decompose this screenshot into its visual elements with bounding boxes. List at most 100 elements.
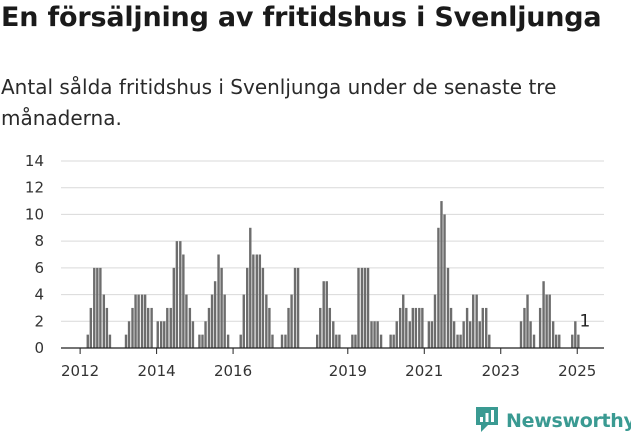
bar (414, 307, 418, 348)
bar (108, 334, 112, 348)
bar (182, 254, 185, 348)
y-tick-label: 0 (34, 339, 44, 357)
x-tick-labels: 2012 2014 2016 2019 2021 2023 2025 (61, 348, 596, 380)
gridlines (61, 160, 604, 322)
bar (258, 254, 262, 348)
bar (185, 294, 188, 348)
x-tick-label: 2023 (482, 362, 520, 380)
bar (268, 307, 271, 348)
bar (255, 254, 258, 348)
bar (99, 267, 102, 348)
bar (555, 334, 558, 348)
bar (408, 321, 411, 348)
bar (284, 334, 287, 348)
bar (290, 294, 293, 348)
bar (571, 334, 574, 348)
bar (402, 294, 405, 348)
bar (265, 294, 268, 348)
x-tick-label: 2014 (138, 362, 176, 380)
bar (351, 334, 354, 348)
bar (261, 267, 265, 348)
bar (287, 307, 290, 348)
bar (322, 281, 325, 348)
bar (328, 307, 332, 348)
bar (430, 321, 434, 348)
bar (191, 321, 195, 348)
bar (456, 334, 459, 348)
bar (363, 267, 367, 348)
bar (280, 334, 284, 348)
bar (89, 307, 93, 348)
bar (140, 294, 144, 348)
bar (357, 267, 360, 348)
bar (198, 334, 201, 348)
bar (379, 334, 383, 348)
bar (223, 294, 226, 348)
bar (249, 227, 252, 348)
bar (242, 294, 245, 348)
bar (131, 307, 134, 348)
y-tick-labels: 0 2 4 6 8 10 12 14 (25, 152, 44, 357)
bar (271, 334, 274, 348)
bar (433, 294, 437, 348)
bar (376, 321, 379, 348)
bar (143, 294, 147, 348)
bar (437, 227, 440, 348)
brand-logo[interactable]: Newsworthy (474, 405, 631, 437)
bar (105, 307, 109, 348)
bar (134, 294, 137, 348)
bar (210, 294, 214, 348)
bar (213, 281, 217, 348)
bar (360, 267, 364, 348)
bar (96, 267, 99, 348)
bar (519, 321, 523, 348)
chart-title: En försäljning av fritidshus i Svenljung… (1, 2, 602, 33)
bar (574, 321, 577, 348)
bar (421, 307, 424, 348)
bar (392, 334, 395, 348)
bar (166, 307, 169, 348)
x-tick-label: 2025 (558, 362, 596, 380)
bar (545, 294, 548, 348)
y-tick-label: 8 (34, 232, 44, 250)
bar (86, 334, 89, 348)
bar (201, 334, 204, 348)
bar (395, 321, 398, 348)
bar (542, 281, 545, 348)
bar (319, 307, 322, 348)
y-tick-label: 12 (25, 179, 44, 197)
bar (529, 321, 532, 348)
bar (465, 307, 469, 348)
bar (558, 334, 561, 348)
bar (446, 267, 450, 348)
bar (370, 321, 373, 348)
bar (325, 281, 328, 348)
bar (551, 321, 555, 348)
bar (354, 334, 357, 348)
bar (188, 307, 192, 348)
bar (207, 307, 211, 348)
bar (335, 334, 338, 348)
bar (124, 334, 128, 348)
bar (102, 294, 106, 348)
bar (481, 307, 484, 348)
bar (156, 321, 159, 348)
bar (172, 267, 176, 348)
y-tick-label: 14 (25, 152, 44, 170)
bar (316, 334, 319, 348)
bar (405, 307, 408, 348)
bar (220, 267, 223, 348)
bar (137, 294, 140, 348)
bar (93, 267, 96, 348)
bar (398, 307, 402, 348)
bar (443, 214, 446, 348)
highlight-value-label: 1 (579, 312, 590, 332)
bar (150, 307, 153, 348)
bar (239, 334, 242, 348)
bar (478, 321, 481, 348)
bar (246, 267, 249, 348)
bar (485, 307, 488, 348)
bar (577, 334, 580, 348)
bar (159, 321, 163, 348)
